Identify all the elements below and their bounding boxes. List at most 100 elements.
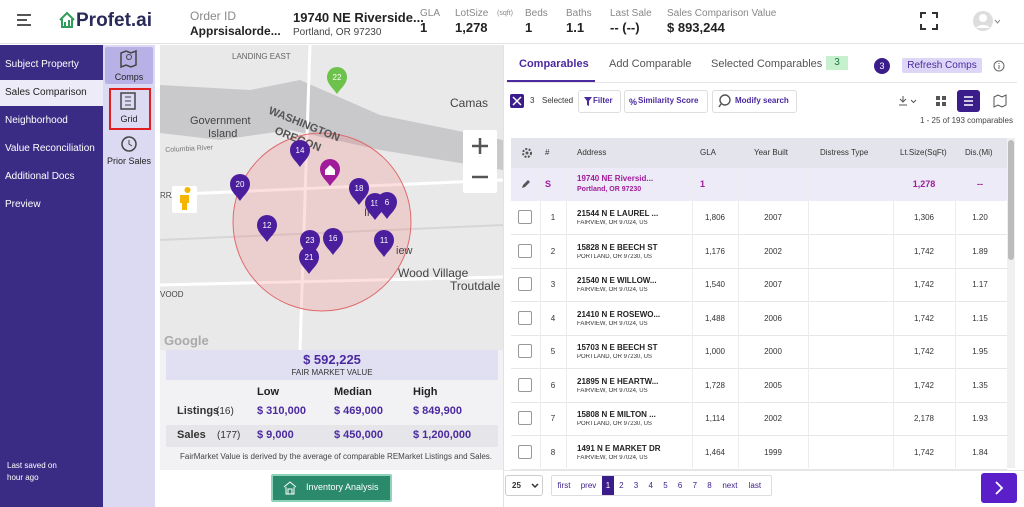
row-value: $ 849,900 bbox=[413, 405, 462, 417]
tab[interactable]: Add Comparable bbox=[609, 58, 692, 70]
fullscreen-icon[interactable] bbox=[920, 12, 938, 30]
row-value: $ 1,200,000 bbox=[413, 429, 472, 441]
row-checkbox[interactable] bbox=[518, 310, 532, 325]
settings-icon[interactable] bbox=[520, 146, 534, 160]
nav-item[interactable]: Neighborhood bbox=[5, 115, 68, 126]
menu-icon[interactable] bbox=[16, 12, 32, 28]
avatar[interactable] bbox=[972, 10, 1001, 32]
row-gla: 1,728 bbox=[704, 380, 726, 390]
nav-item[interactable]: Subject Property bbox=[5, 59, 79, 70]
fmv-note: FairMarket Value is derived by the avera… bbox=[179, 452, 492, 461]
col-head: Median bbox=[334, 386, 372, 398]
row-id: 1 bbox=[550, 213, 556, 222]
row-checkbox[interactable] bbox=[518, 444, 532, 459]
similarity-label[interactable]: Similarity Score bbox=[638, 96, 699, 105]
page-size[interactable]: 25 bbox=[505, 475, 543, 496]
toolbar-button[interactable] bbox=[624, 90, 708, 113]
next-button[interactable] bbox=[981, 473, 1017, 503]
row-checkbox[interactable] bbox=[518, 344, 532, 358]
row-year: 2002 bbox=[764, 246, 782, 256]
row-year: 2005 bbox=[764, 380, 782, 390]
page-link[interactable]: first bbox=[557, 481, 571, 490]
row-lot: 2,178 bbox=[913, 414, 935, 423]
filter-label[interactable]: Filter bbox=[593, 96, 613, 105]
pin-shape bbox=[323, 228, 343, 255]
settings-icon-part bbox=[522, 148, 532, 158]
info-icon[interactable] bbox=[993, 60, 1005, 72]
col-line bbox=[692, 168, 693, 468]
toolbar-button[interactable] bbox=[578, 90, 621, 113]
row-address: 21540 N E WILLOW... bbox=[577, 276, 657, 285]
page-link[interactable]: 3 bbox=[633, 481, 639, 490]
map-view-icon-part bbox=[993, 94, 1007, 108]
nav-item[interactable]: Sales Comparison bbox=[0, 80, 103, 106]
stat-label: Sales Comparison Value bbox=[667, 8, 777, 19]
select-checkbox[interactable] bbox=[510, 94, 524, 108]
page-link[interactable]: 7 bbox=[692, 481, 698, 490]
tab-divider bbox=[507, 82, 1017, 83]
tools-column bbox=[103, 45, 155, 507]
settings-icon-part bbox=[525, 151, 529, 155]
google-logo: Google bbox=[164, 333, 209, 348]
tab[interactable]: Selected Comparables bbox=[711, 58, 823, 70]
stat-label: Last Sale bbox=[610, 8, 652, 19]
row-border bbox=[511, 368, 1007, 369]
tool-icon[interactable] bbox=[118, 49, 138, 69]
row-checkbox[interactable] bbox=[518, 210, 532, 224]
row-checkbox[interactable] bbox=[518, 377, 532, 392]
page-link[interactable]: 5 bbox=[663, 481, 668, 490]
page-link[interactable]: next bbox=[722, 481, 738, 490]
col-line bbox=[566, 168, 567, 468]
logo-icon-part bbox=[59, 11, 75, 28]
stat-label: GLA bbox=[420, 8, 441, 19]
page-link[interactable]: 8 bbox=[707, 481, 712, 490]
select-checkbox-part bbox=[512, 96, 522, 106]
grid-view-icon[interactable] bbox=[935, 95, 947, 107]
list-view-icon[interactable] bbox=[957, 90, 980, 112]
road bbox=[160, 178, 503, 197]
map-view-icon[interactable] bbox=[993, 94, 1007, 108]
stat-value: 1 bbox=[525, 20, 533, 35]
row-count: (16) bbox=[216, 406, 234, 417]
row-id: 8 bbox=[550, 447, 556, 457]
pin-shape bbox=[299, 247, 319, 274]
river bbox=[160, 80, 503, 170]
last-saved: Last saved on hour ago bbox=[7, 461, 57, 482]
row-checkbox[interactable] bbox=[518, 277, 532, 291]
nav-item[interactable]: Preview bbox=[5, 199, 41, 210]
tab[interactable]: Comparables bbox=[519, 58, 589, 70]
page-link[interactable]: 6 bbox=[677, 481, 683, 490]
page-link[interactable]: last bbox=[748, 481, 762, 490]
map-pin: 16 bbox=[323, 228, 343, 255]
pin-shape bbox=[377, 192, 397, 219]
nav-item[interactable]: Additional Docs bbox=[5, 171, 75, 182]
tool-icon[interactable] bbox=[118, 91, 138, 111]
refresh-button[interactable]: Refresh Comps bbox=[902, 58, 982, 73]
page-link[interactable]: 2 bbox=[619, 481, 624, 490]
page-link[interactable]: 1 bbox=[602, 476, 614, 495]
row-id: 5 bbox=[550, 347, 556, 356]
subject-id: S bbox=[545, 179, 552, 189]
tool-label[interactable]: Prior Sales bbox=[106, 156, 151, 166]
tool-icon-part bbox=[121, 136, 137, 152]
download-icon[interactable] bbox=[898, 95, 918, 107]
map-label: Wood Village bbox=[398, 266, 469, 280]
modify-label[interactable]: Modify search bbox=[735, 96, 789, 105]
row-border bbox=[511, 401, 1007, 403]
subject-lot: 1,278 bbox=[912, 179, 936, 189]
nav-item[interactable]: Value Reconciliation bbox=[5, 143, 95, 154]
inventory-button[interactable] bbox=[271, 474, 392, 502]
row-checkbox[interactable] bbox=[518, 411, 532, 425]
pin-label: 21 bbox=[305, 253, 314, 262]
col-head: High bbox=[413, 386, 438, 398]
tool-icon[interactable] bbox=[118, 134, 138, 154]
page-link[interactable]: prev bbox=[580, 481, 597, 490]
edit-icon[interactable] bbox=[521, 179, 531, 189]
tool-label[interactable]: Comps bbox=[114, 72, 144, 82]
tool-label[interactable]: Grid bbox=[120, 114, 138, 124]
page-link[interactable]: 4 bbox=[648, 481, 653, 490]
toolbar-button[interactable] bbox=[712, 90, 797, 113]
inventory-label[interactable]: Inventory Analysis bbox=[306, 482, 379, 492]
row-id: 7 bbox=[550, 414, 556, 423]
row-checkbox[interactable] bbox=[518, 243, 532, 258]
